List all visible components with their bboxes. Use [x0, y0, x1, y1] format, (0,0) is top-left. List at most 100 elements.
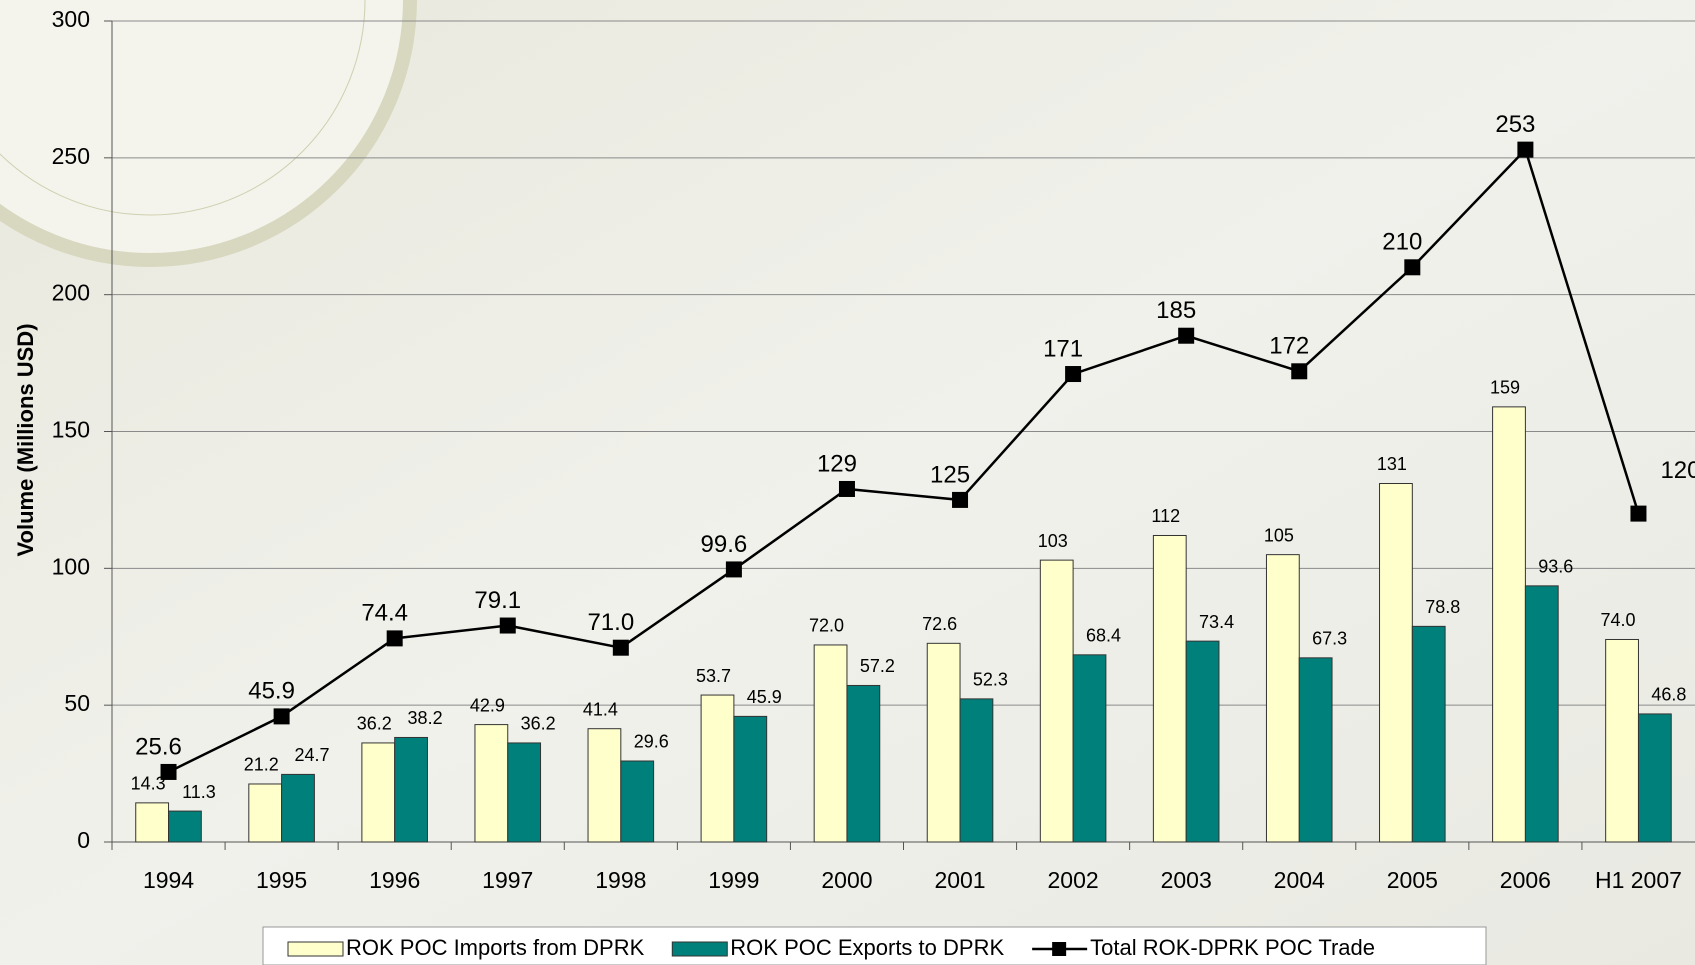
- bar: [846, 684, 881, 843]
- bar: [361, 742, 396, 843]
- data-label: 125: [930, 461, 970, 488]
- y-tick-label: 150: [52, 417, 90, 443]
- data-label: 131: [1377, 454, 1407, 474]
- line-marker: [1404, 259, 1421, 276]
- line-marker: [1291, 363, 1308, 380]
- globe-decoration: [0, 0, 366, 216]
- x-tick-label: H1 2007: [1595, 867, 1682, 893]
- legend-label: ROK POC Exports to DPRK: [730, 935, 1004, 960]
- x-tick-label: 2002: [1048, 867, 1099, 893]
- bar: [1605, 638, 1639, 843]
- legend-label: Total ROK-DPRK POC Trade: [1090, 935, 1375, 960]
- data-label: 105: [1264, 525, 1294, 545]
- data-label: 67.3: [1312, 629, 1347, 649]
- bar: [813, 644, 848, 843]
- data-label: 112: [1151, 506, 1180, 526]
- bar: [135, 802, 170, 843]
- bar: [1152, 534, 1187, 843]
- data-label: 172: [1269, 333, 1309, 360]
- y-tick-label: 300: [52, 6, 90, 32]
- data-label: 45.9: [248, 678, 295, 705]
- data-label: 129: [817, 450, 857, 477]
- bar: [1379, 482, 1413, 843]
- y-tick-label: 50: [64, 690, 90, 716]
- bar: [168, 810, 202, 843]
- data-label: 74.0: [1601, 610, 1636, 630]
- y-axis-label: Volume (Millions USD): [13, 323, 38, 556]
- data-label: 11.3: [182, 782, 216, 802]
- data-label: 14.3: [131, 774, 166, 794]
- line-marker: [499, 617, 516, 634]
- data-label: 253: [1495, 111, 1535, 138]
- data-label: 41.4: [583, 699, 618, 719]
- data-label: 185: [1156, 297, 1196, 324]
- line-marker: [386, 630, 403, 647]
- data-label: 38.2: [408, 708, 443, 728]
- data-label: 46.8: [1651, 685, 1686, 705]
- data-label: 24.7: [294, 745, 329, 765]
- line-marker: [1630, 505, 1647, 522]
- x-tick-label: 1999: [708, 867, 759, 893]
- line-marker: [612, 639, 629, 656]
- x-tick-label: 1998: [595, 867, 646, 893]
- data-label: 21.2: [244, 755, 279, 775]
- line-marker: [952, 491, 969, 508]
- data-label: 36.2: [357, 714, 392, 734]
- x-tick-label: 2001: [934, 867, 985, 893]
- bar: [1072, 654, 1107, 843]
- data-label: 120: [1660, 457, 1695, 484]
- legend-swatch: [287, 941, 344, 957]
- bar: [474, 724, 509, 843]
- bar: [281, 773, 315, 843]
- data-label: 171: [1043, 335, 1083, 362]
- data-label: 71.0: [587, 609, 634, 636]
- data-label: 79.1: [474, 587, 521, 614]
- data-label: 78.8: [1425, 597, 1460, 617]
- data-label: 68.4: [1086, 626, 1121, 646]
- y-tick-label: 250: [52, 143, 90, 169]
- x-tick-label: 1996: [369, 867, 420, 893]
- x-tick-label: 1997: [482, 867, 533, 893]
- data-label: 57.2: [860, 656, 895, 676]
- bar: [1185, 640, 1220, 843]
- x-tick-label: 2006: [1500, 867, 1551, 893]
- bar: [733, 715, 768, 843]
- y-tick-label: 0: [77, 827, 90, 853]
- bar: [507, 742, 542, 843]
- line-marker: [1517, 141, 1534, 158]
- x-tick-label: 2000: [821, 867, 872, 893]
- data-label: 29.6: [634, 732, 669, 752]
- bar: [700, 694, 735, 843]
- bar: [1492, 406, 1526, 843]
- line-marker: [1065, 366, 1082, 383]
- data-label: 74.4: [361, 600, 408, 627]
- x-tick-label: 2004: [1274, 867, 1325, 893]
- bar: [1039, 559, 1074, 843]
- data-label: 52.3: [973, 670, 1008, 690]
- data-label: 53.7: [696, 666, 731, 686]
- legend-label: ROK POC Imports from DPRK: [346, 935, 645, 960]
- line: [167, 147, 1640, 774]
- data-label: 99.6: [701, 531, 748, 558]
- bar: [587, 728, 622, 843]
- bar: [620, 760, 655, 843]
- data-label: 36.2: [521, 714, 556, 734]
- bar: [959, 698, 994, 843]
- data-label: 72.0: [809, 616, 844, 636]
- bar: [248, 783, 283, 843]
- data-label: 103: [1038, 531, 1068, 551]
- legend: [262, 926, 1487, 965]
- line-marker: [838, 480, 855, 497]
- globe-decoration: [0, 0, 417, 267]
- x-tick-label: 2003: [1161, 867, 1212, 893]
- data-label: 93.6: [1538, 557, 1573, 577]
- data-label: 45.9: [747, 687, 782, 707]
- legend-swatch: [1052, 942, 1067, 956]
- y-tick-label: 100: [52, 553, 90, 579]
- y-tick-label: 200: [52, 280, 90, 306]
- data-label: 25.6: [135, 733, 182, 760]
- bar: [1298, 657, 1333, 843]
- x-tick-label: 2005: [1387, 867, 1438, 893]
- x-tick-label: 1994: [143, 867, 194, 893]
